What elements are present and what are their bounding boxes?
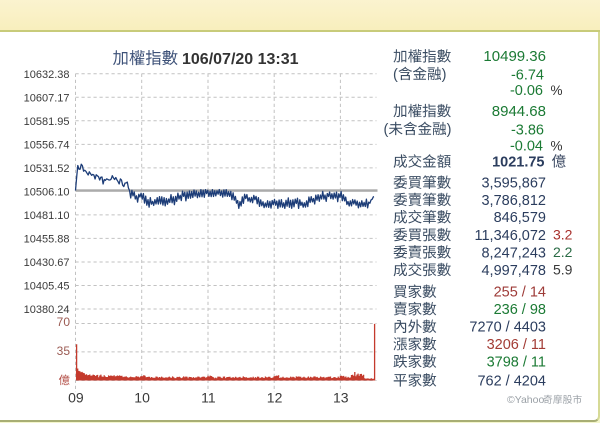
svg-text:236 / 98: 236 / 98 — [494, 302, 546, 318]
svg-text:10481.10: 10481.10 — [24, 210, 70, 222]
svg-text:3206 / 11: 3206 / 11 — [487, 337, 546, 353]
svg-text:(: ( — [384, 122, 389, 138]
svg-text:-6.74: -6.74 — [511, 68, 544, 84]
svg-text:8944.68: 8944.68 — [492, 103, 546, 120]
svg-text:09: 09 — [68, 390, 84, 406]
svg-text:10607.17: 10607.17 — [24, 92, 70, 104]
svg-text:3798 / 11: 3798 / 11 — [487, 355, 546, 371]
svg-text:10531.52: 10531.52 — [24, 163, 70, 175]
svg-text:): ) — [447, 122, 452, 138]
svg-text:11: 11 — [201, 390, 216, 406]
svg-text:10581.95: 10581.95 — [24, 116, 70, 128]
svg-text:-0.06: -0.06 — [510, 83, 543, 99]
svg-text:10: 10 — [134, 390, 150, 406]
svg-text:10430.67: 10430.67 — [24, 257, 70, 269]
svg-text:(: ( — [393, 67, 398, 83]
svg-text:1021.75: 1021.75 — [492, 154, 544, 170]
svg-text:10556.74: 10556.74 — [24, 139, 70, 151]
svg-text:-0.04: -0.04 — [510, 138, 543, 154]
svg-text:12: 12 — [267, 390, 283, 406]
svg-text:255 / 14: 255 / 14 — [494, 285, 546, 301]
svg-text:3,786,812: 3,786,812 — [481, 193, 546, 209]
svg-text:13: 13 — [333, 390, 349, 406]
svg-text:%: % — [551, 138, 563, 153]
svg-text:11,346,072: 11,346,072 — [475, 228, 547, 244]
svg-text:3.2: 3.2 — [553, 227, 573, 243]
svg-text:70: 70 — [57, 315, 71, 329]
svg-text:3,595,867: 3,595,867 — [481, 176, 546, 192]
svg-text:10632.38: 10632.38 — [24, 69, 70, 81]
svg-text:762 / 4204: 762 / 4204 — [477, 373, 546, 389]
svg-text:10455.88: 10455.88 — [24, 233, 70, 245]
svg-text:7270 / 4403: 7270 / 4403 — [469, 320, 546, 336]
svg-text:35: 35 — [57, 344, 71, 358]
svg-text:2.2: 2.2 — [553, 244, 573, 260]
svg-text:5.9: 5.9 — [553, 262, 573, 278]
svg-text:8,247,243: 8,247,243 — [481, 245, 546, 261]
svg-text:10380.24: 10380.24 — [24, 304, 70, 316]
svg-text:): ) — [442, 67, 447, 83]
svg-text:4,997,478: 4,997,478 — [481, 263, 546, 279]
svg-text:-3.86: -3.86 — [511, 123, 544, 139]
svg-text:©Yahoo: ©Yahoo — [507, 394, 544, 406]
svg-text:10506.10: 10506.10 — [24, 186, 70, 198]
svg-text:846,579: 846,579 — [494, 210, 546, 226]
svg-text:10499.36: 10499.36 — [483, 48, 546, 65]
svg-text:%: % — [551, 83, 563, 98]
svg-text:106/07/20 13:31: 106/07/20 13:31 — [182, 51, 299, 68]
svg-text:10405.45: 10405.45 — [24, 281, 70, 293]
